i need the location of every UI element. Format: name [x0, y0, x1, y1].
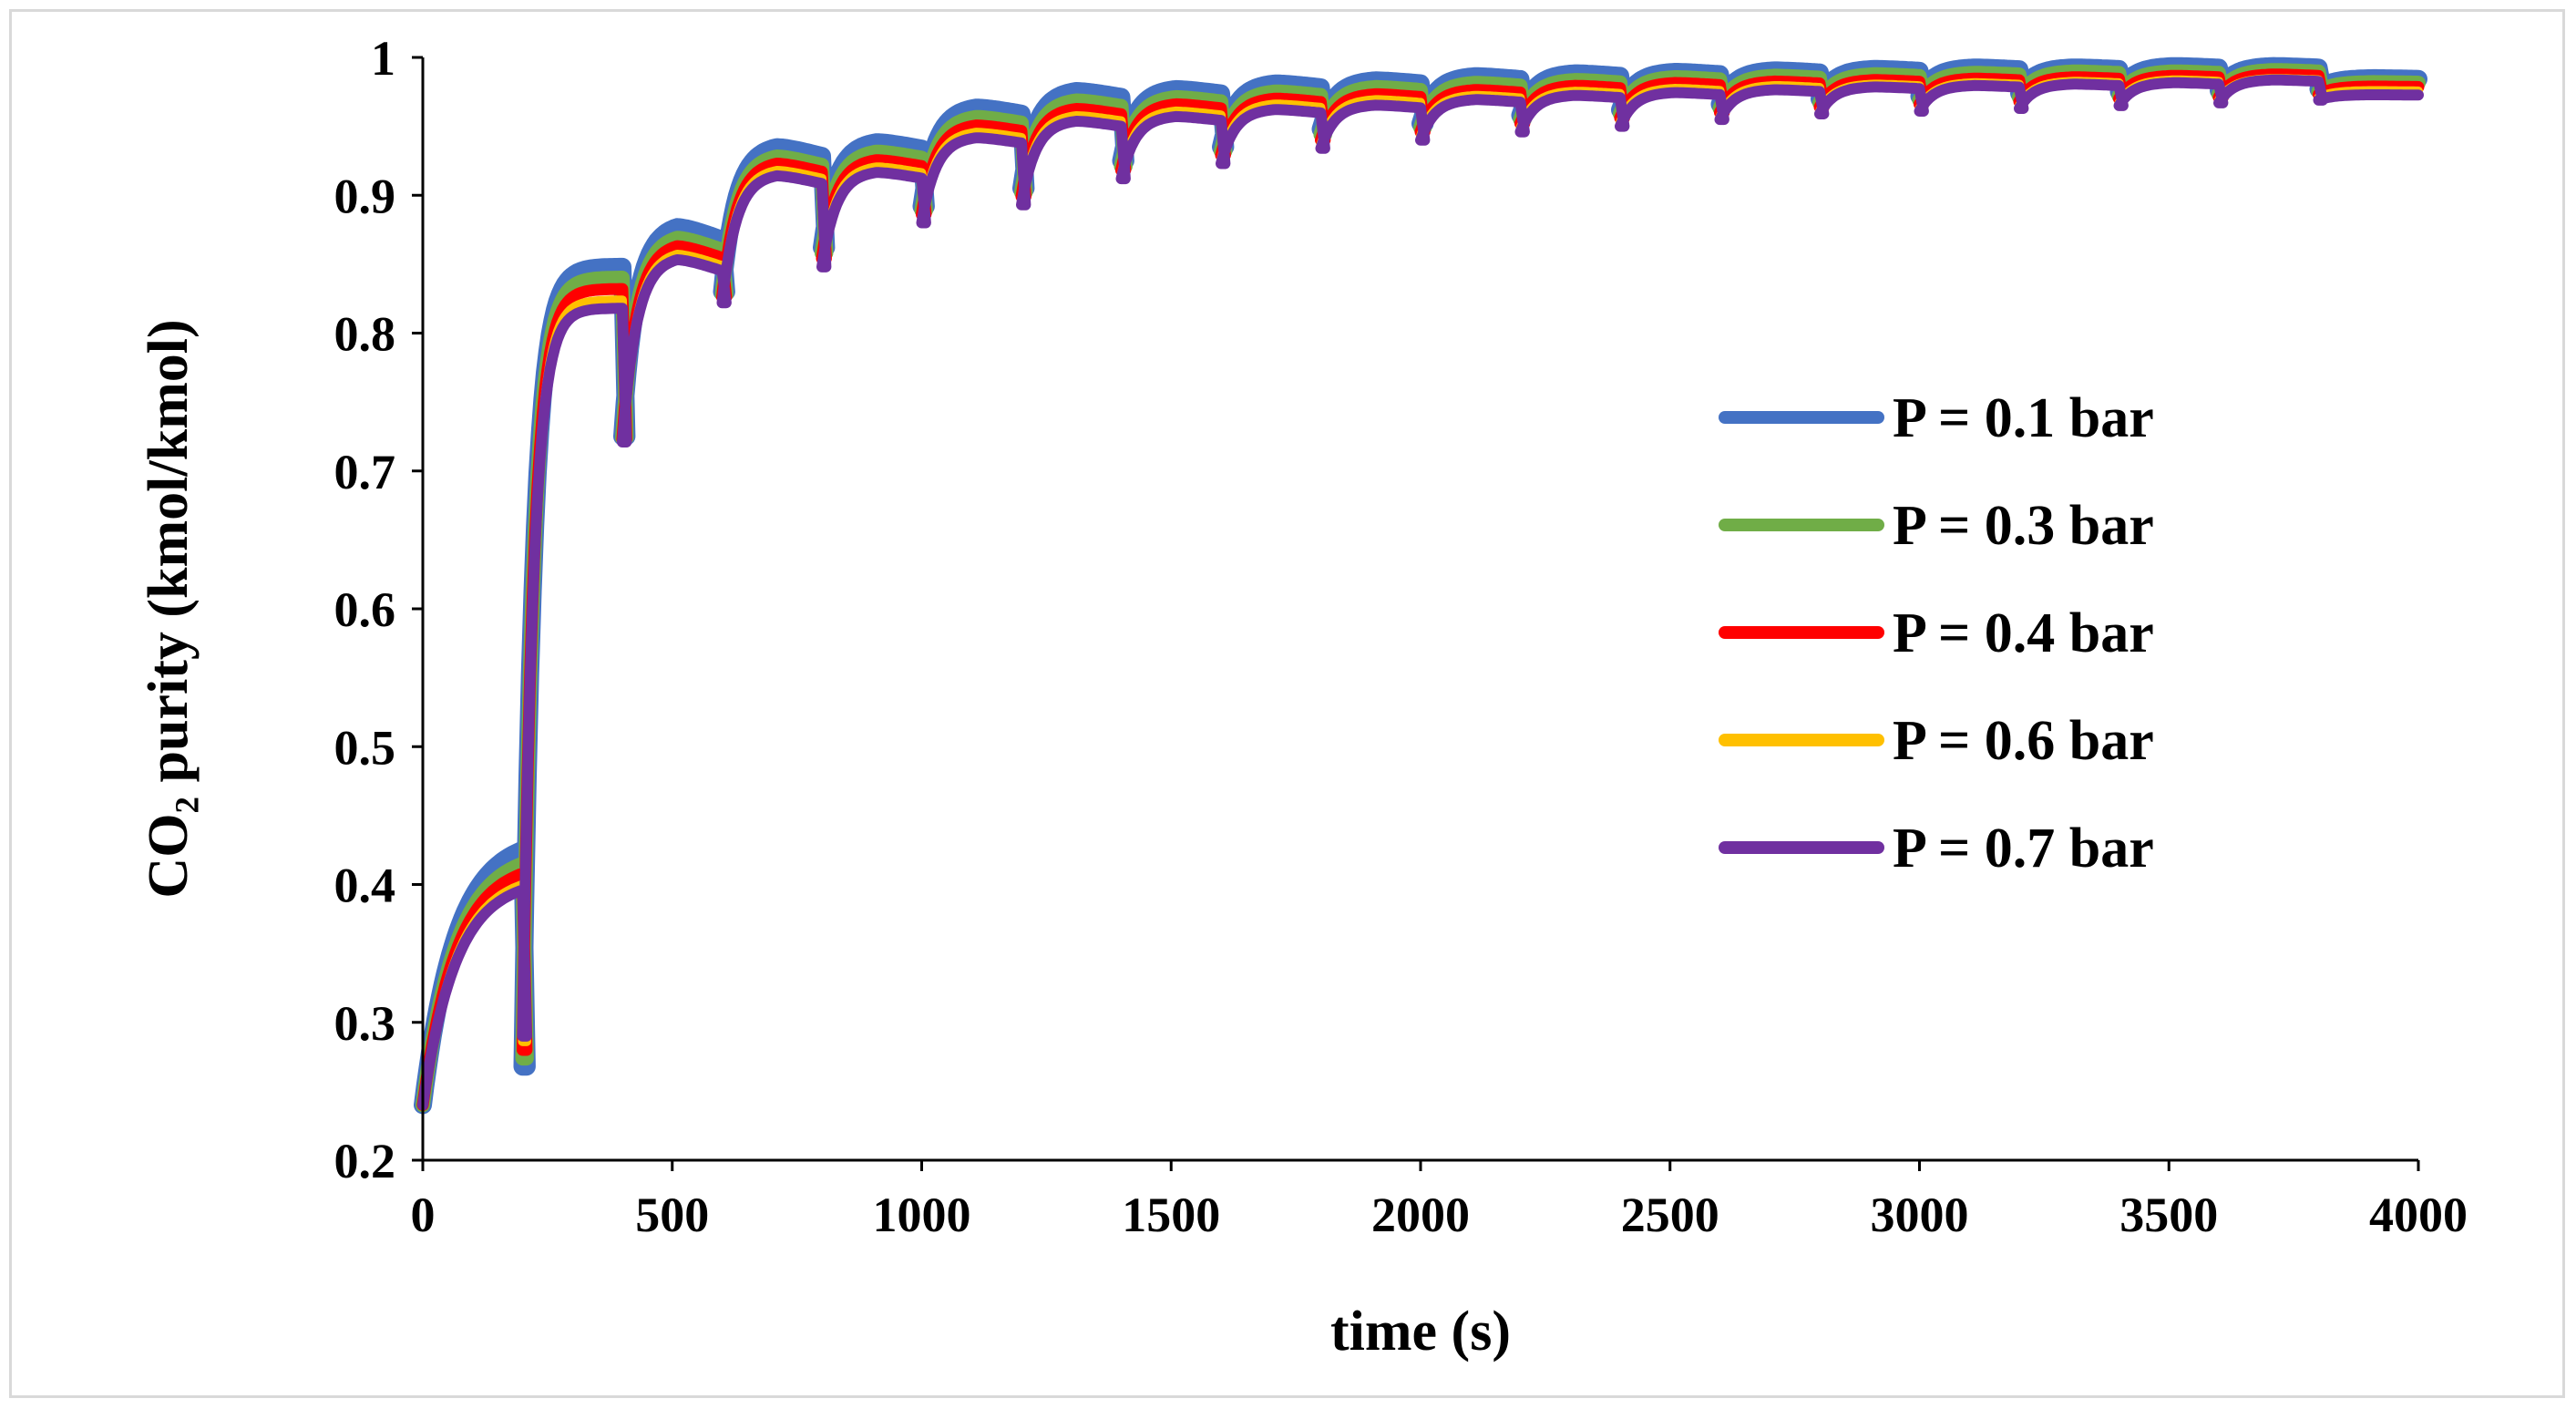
x-tick-label: 1500 — [1122, 1188, 1220, 1242]
y-tick-label: 0.5 — [334, 720, 396, 775]
y-tick-label: 0.9 — [334, 169, 396, 223]
chart-frame: 0 500 1000 1500 2000 2500 3000 3500 4000 0.2 0.3 0… — [9, 9, 2565, 1398]
x-tick-label: 0 — [411, 1188, 436, 1242]
legend-label-2: P = 0.3 bar — [1893, 495, 2154, 557]
legend-label-1: P = 0.1 bar — [1893, 387, 2154, 449]
y-tick-label: 0.7 — [334, 445, 396, 499]
x-tick-label: 3000 — [1871, 1188, 1969, 1242]
x-axis-title: time (s) — [1330, 1301, 1511, 1363]
axes-layer — [412, 56, 2420, 1171]
legend-label-5: P = 0.7 bar — [1893, 818, 2154, 879]
x-tick-labels: 0 500 1000 1500 2000 2500 3000 3500 4000 — [411, 1188, 2468, 1242]
series-line-1 — [414, 57, 2427, 1115]
y-tick-label: 0.8 — [334, 307, 396, 362]
series-layer — [414, 57, 2427, 1115]
co2-purity-chart: 0 500 1000 1500 2000 2500 3000 3500 4000 0.20.30… — [138, 31, 2468, 1363]
x-tick-label: 1000 — [873, 1188, 971, 1242]
legend-label-3: P = 0.4 bar — [1893, 602, 2154, 664]
x-tick-label: 2500 — [1621, 1188, 1719, 1242]
x-tick-label: 4000 — [2369, 1188, 2468, 1242]
y-tick-label: 1 — [371, 31, 395, 86]
x-tick-label: 3500 — [2119, 1188, 2218, 1242]
x-tick-label: 2000 — [1371, 1188, 1470, 1242]
y-tick-label: 0.3 — [334, 996, 396, 1051]
legend-label-4: P = 0.6 bar — [1893, 710, 2154, 772]
y-tick-label: 0.4 — [334, 859, 396, 913]
y-axis-title: CO₂ purity (kmol/kmol) — [138, 319, 200, 898]
y-tick-labels: 0.2 0.3 0.4 0.5 0.6 0.7 0.8 0.9 1 — [334, 31, 396, 1188]
legend: P = 0.1 bar P = 0.3 bar P = 0.4 bar P = 0.6… — [1719, 387, 2154, 879]
x-tick-label: 500 — [635, 1188, 709, 1242]
y-tick-label: 0.6 — [334, 582, 396, 637]
series-line-5 — [417, 74, 2424, 1111]
y-tick-label: 0.2 — [334, 1134, 396, 1188]
